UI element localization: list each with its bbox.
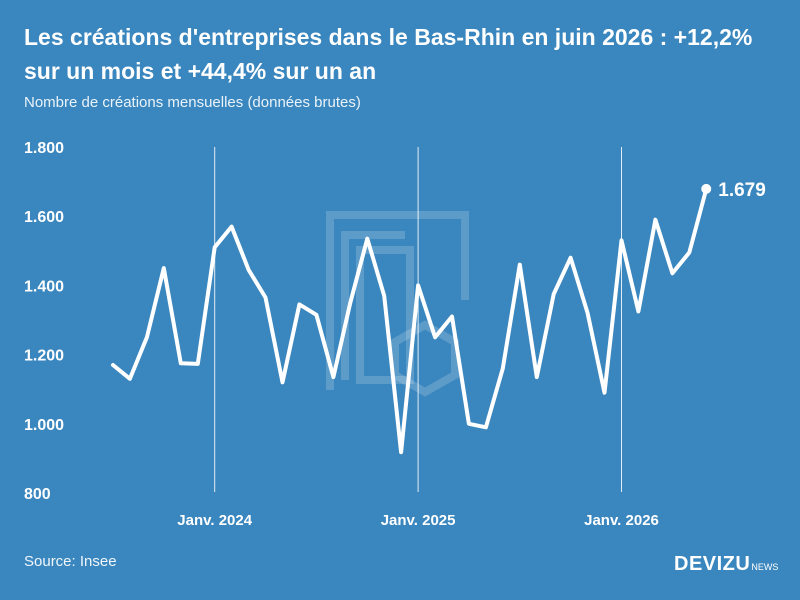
series-line	[111, 186, 709, 455]
y-tick-label: 1.800	[24, 140, 64, 157]
x-tick-label: Janv. 2026	[584, 512, 659, 529]
chart-subtitle: Nombre de créations mensuelles (données …	[24, 94, 361, 111]
logo-main-text: DEVIZU	[674, 553, 751, 575]
last-value-label: 1.679	[718, 180, 766, 201]
y-tick-label: 1.600	[24, 209, 64, 226]
last-point-marker	[701, 183, 712, 194]
source-note: Source: Insee	[24, 553, 117, 570]
y-tick-label: 800	[24, 486, 51, 503]
devizu-logo: DEVIZUNEWS	[674, 553, 778, 576]
y-tick-label: 1.000	[24, 417, 64, 434]
x-tick-label: Janv. 2024	[177, 512, 252, 529]
chart-title: Les créations d'entreprises dans le Bas-…	[24, 24, 753, 84]
y-tick-label: 1.400	[24, 278, 64, 295]
y-tick-label: 1.200	[24, 348, 64, 365]
x-tick-label: Janv. 2025	[381, 512, 456, 529]
logo-sub-text: NEWS	[751, 562, 779, 572]
